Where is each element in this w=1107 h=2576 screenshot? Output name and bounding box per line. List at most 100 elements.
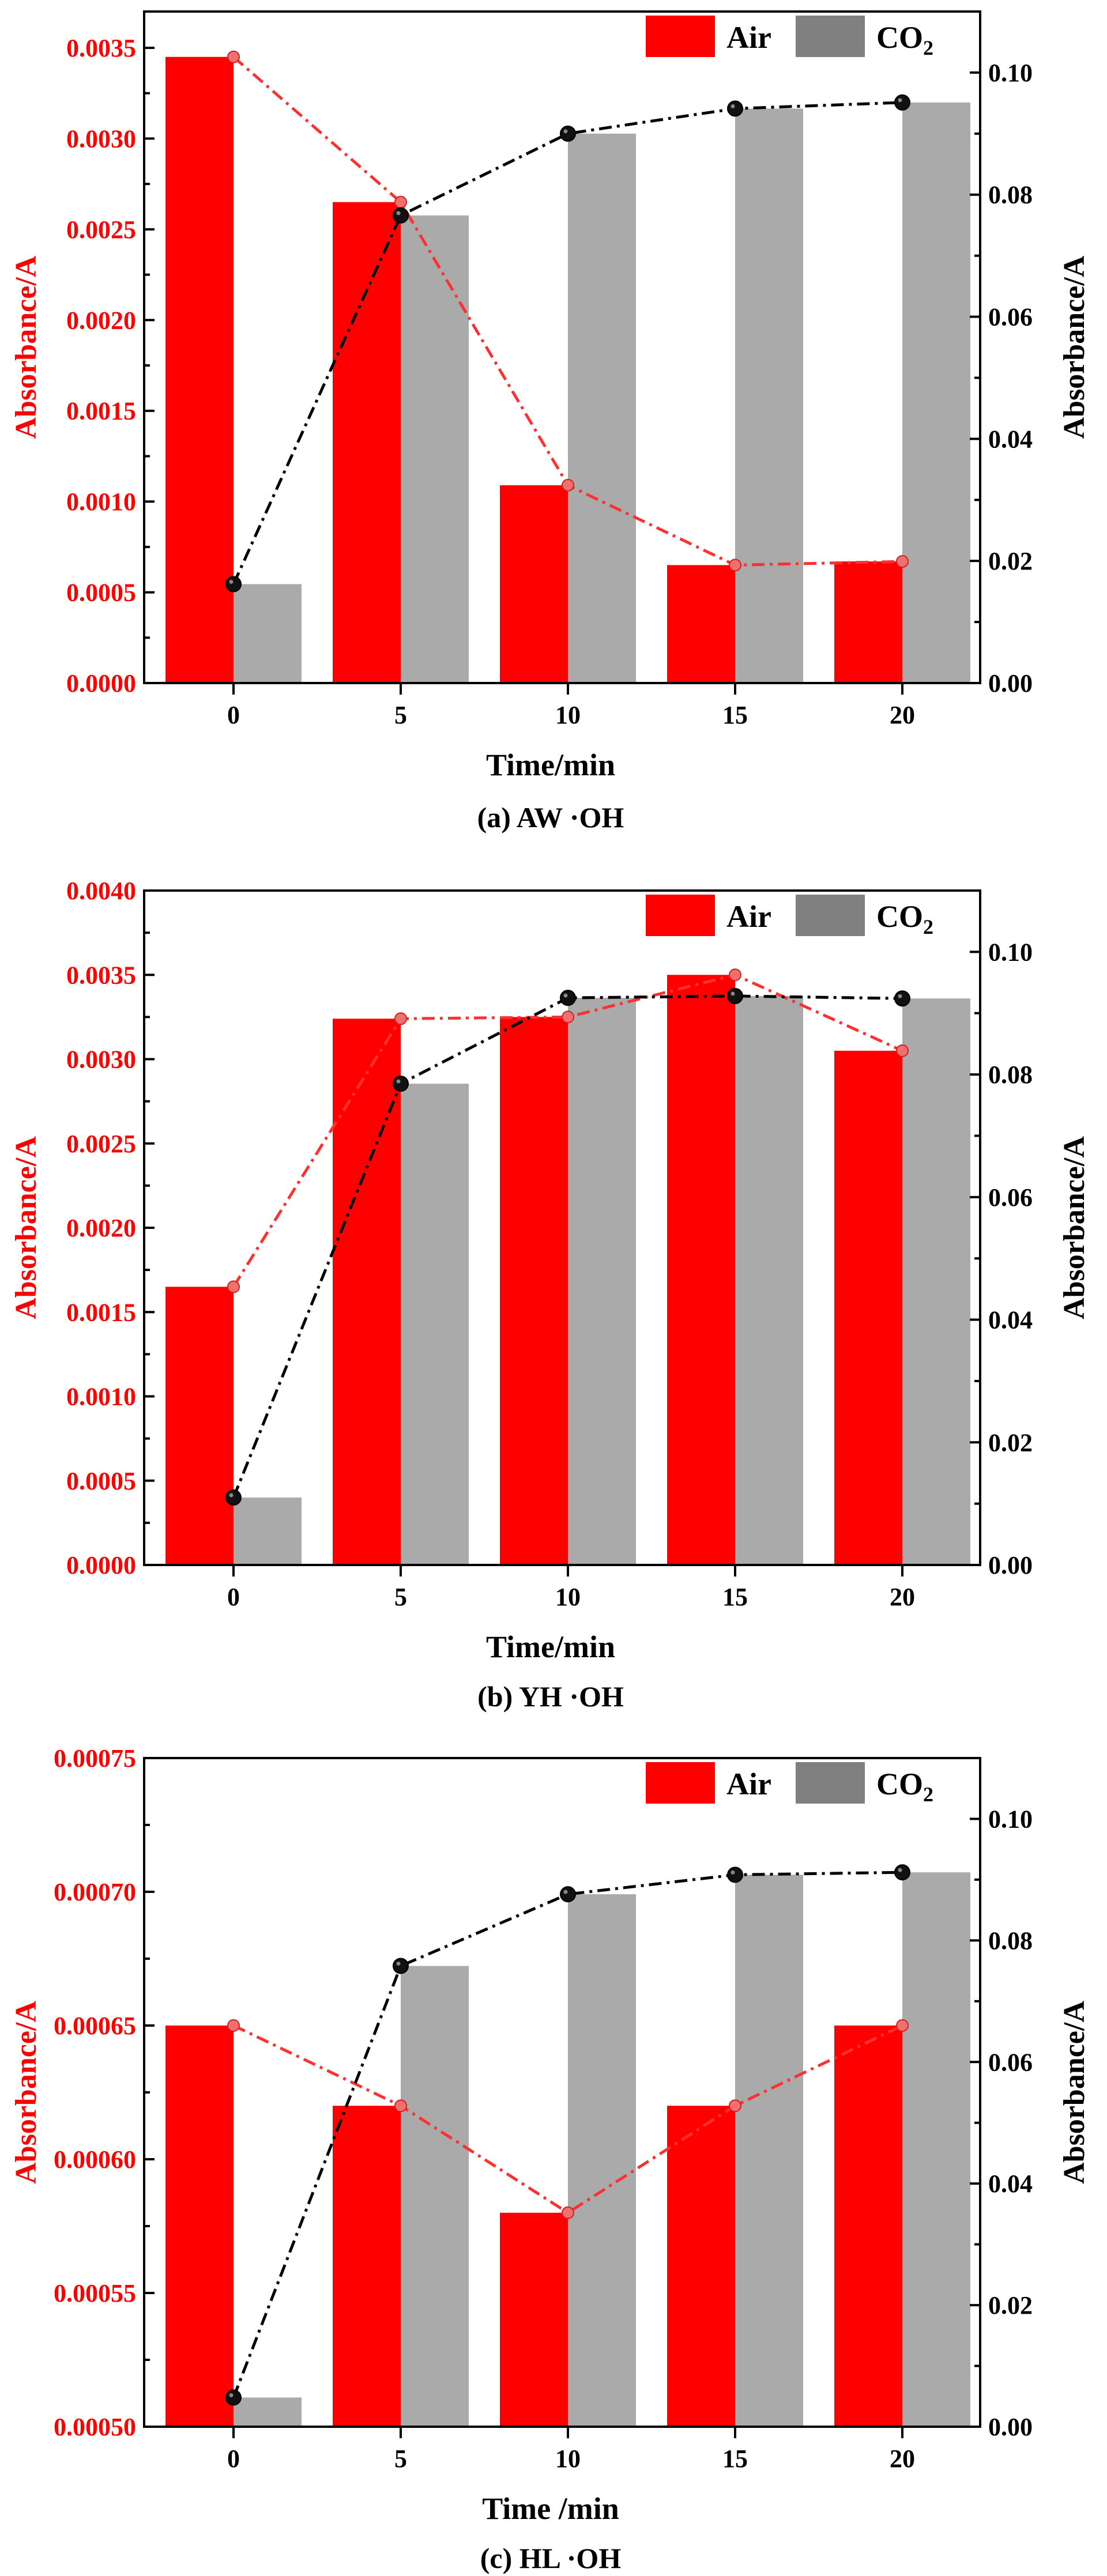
bar-co2-20 (902, 998, 970, 1565)
left-tick-label: 0.0020 (66, 306, 136, 334)
left-tick-label: 0.00050 (54, 2413, 136, 2441)
x-axis-label: Time /min (482, 2491, 619, 2526)
x-tick-label: 5 (394, 1583, 407, 1611)
y-axis-label-left: Absorbance/A (10, 1136, 43, 1319)
bar-air-5 (333, 1019, 401, 1565)
marker-co2-5 (393, 1958, 409, 1974)
bar-air-20 (834, 561, 902, 683)
y-axis-label-right: Absorbance/A (1058, 255, 1091, 439)
bar-air-20 (834, 1050, 902, 1565)
right-tick-label: 0.02 (988, 547, 1033, 575)
x-tick-label: 15 (722, 1583, 748, 1611)
x-tick-label: 10 (555, 701, 581, 729)
legend-label-air: Air (726, 20, 771, 55)
marker-air-0 (227, 50, 240, 63)
left-tick-label: 0.0035 (66, 961, 136, 989)
x-axis-label: Time/min (486, 748, 615, 782)
right-tick-label: 0.00 (988, 2413, 1033, 2441)
legend-label-co2-subscript: 2 (923, 1783, 933, 1806)
marker-air-20 (896, 555, 909, 568)
left-tick-label: 0.0000 (66, 1551, 136, 1579)
bar-co2-20 (902, 1872, 970, 2427)
bar-co2-5 (401, 1084, 469, 1565)
right-tick-label: 0.06 (988, 2048, 1033, 2076)
legend-swatch-co2 (796, 1762, 865, 1804)
marker-co2-20 (894, 1864, 910, 1881)
left-tick-label: 0.00055 (54, 2279, 136, 2307)
left-tick-label: 0.0000 (66, 669, 136, 697)
right-tick-label: 0.02 (988, 2291, 1033, 2319)
legend-swatch-co2 (796, 16, 865, 57)
right-tick-label: 0.10 (988, 1805, 1033, 1833)
legend-label-co2-subscript: 2 (923, 36, 933, 59)
left-tick-label: 0.0035 (66, 34, 136, 62)
chart-panel-1: 0.00000.00050.00100.00150.00200.00250.00… (10, 10, 1091, 833)
bar-co2-5 (401, 1966, 469, 2427)
marker-co2-highlight (229, 579, 234, 584)
right-tick-label: 0.10 (988, 59, 1033, 87)
bar-co2-0 (234, 584, 302, 683)
left-tick-label: 0.0030 (66, 125, 136, 153)
marker-co2-0 (225, 576, 242, 593)
legend-label-co2: CO2 (876, 20, 933, 59)
left-tick-label: 0.00060 (54, 2145, 136, 2174)
right-tick-label: 0.06 (988, 1183, 1033, 1212)
bar-air-10 (500, 1017, 568, 1565)
legend-swatch-air (646, 16, 715, 57)
marker-co2-5 (393, 1076, 409, 1092)
right-tick-label: 0.00 (988, 669, 1033, 697)
bar-co2-15 (735, 108, 803, 684)
marker-co2-highlight (563, 1889, 568, 1894)
marker-co2-15 (727, 987, 743, 1004)
left-tick-label: 0.0015 (66, 1298, 136, 1326)
bar-co2-15 (735, 995, 803, 1565)
marker-co2-highlight (563, 993, 568, 998)
marker-co2-highlight (731, 991, 735, 996)
marker-air-10 (562, 478, 574, 492)
marker-co2-highlight (731, 104, 735, 108)
marker-co2-highlight (229, 1493, 234, 1498)
marker-co2-5 (393, 207, 409, 224)
panel-caption: (a) AW ·OH (477, 801, 624, 833)
left-tick-label: 0.0010 (66, 1383, 136, 1411)
marker-co2-20 (894, 990, 910, 1007)
marker-co2-highlight (731, 1870, 735, 1875)
left-tick-label: 0.0025 (66, 216, 136, 244)
x-tick-label: 0 (227, 701, 240, 729)
left-tick-label: 0.0005 (66, 579, 136, 607)
marker-air-20 (896, 1044, 909, 1057)
marker-air-15 (729, 968, 741, 982)
bar-co2-10 (568, 1894, 636, 2427)
plot-frame (143, 10, 981, 684)
marker-air-0 (227, 1280, 240, 1293)
legend-swatch-air (646, 1762, 715, 1804)
legend-label-air: Air (726, 1767, 771, 1801)
marker-co2-highlight (898, 1868, 902, 1872)
marker-air-20 (896, 2019, 909, 2032)
marker-co2-highlight (396, 1962, 401, 1966)
x-tick-label: 15 (722, 701, 748, 729)
x-tick-label: 0 (227, 2445, 240, 2473)
marker-co2-highlight (898, 98, 902, 103)
left-tick-label: 0.00075 (54, 1744, 136, 1772)
marker-co2-highlight (396, 1079, 401, 1084)
bar-air-0 (165, 1287, 234, 1565)
x-tick-label: 20 (890, 701, 915, 729)
bar-co2-5 (401, 215, 469, 684)
right-tick-label: 0.04 (988, 425, 1033, 453)
bar-co2-10 (568, 998, 636, 1565)
bar-air-10 (500, 2212, 568, 2427)
marker-co2-0 (225, 1489, 242, 1506)
bar-air-0 (165, 2026, 234, 2427)
left-tick-label: 0.0030 (66, 1046, 136, 1074)
marker-co2-15 (727, 1866, 743, 1883)
marker-air-0 (227, 2019, 240, 2032)
right-tick-label: 0.02 (988, 1428, 1033, 1457)
bar-air-15 (667, 565, 735, 683)
right-tick-label: 0.08 (988, 181, 1033, 209)
line-air (232, 973, 903, 1288)
panel-caption: (b) YH ·OH (477, 1680, 624, 1713)
right-tick-label: 0.04 (988, 2170, 1033, 2198)
right-tick-label: 0.08 (988, 1926, 1033, 1955)
